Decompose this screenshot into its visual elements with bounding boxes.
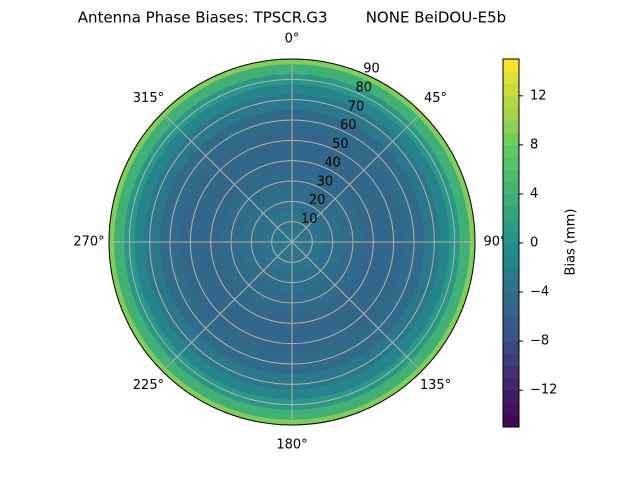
colorbar-band: [503, 414, 519, 428]
polar-frame: [108, 58, 476, 426]
angle-grid: [162, 241, 293, 372]
colorbar-label: Bias (mm): [564, 209, 579, 276]
colorbar-tick-label: −12: [530, 383, 557, 398]
colorbar-band: [503, 365, 519, 379]
colorbar-tick-label: −8: [530, 334, 549, 349]
colorbar-tick-label: 4: [530, 186, 538, 201]
colorbar-tick-label: 8: [530, 137, 538, 152]
colorbar-band: [503, 120, 519, 134]
colorbar-band: [503, 59, 519, 72]
radial-tick-label: 40: [324, 156, 341, 171]
colorbar-band: [503, 316, 519, 330]
angle-grid: [291, 241, 422, 372]
angle-tick-label: 225°: [133, 378, 164, 393]
colorbar-band: [503, 292, 519, 305]
radial-tick-label: 70: [348, 99, 365, 114]
colorbar-band: [503, 390, 519, 403]
colorbar-band: [503, 71, 519, 85]
colorbar-band: [503, 206, 519, 219]
angle-tick-label: 45°: [424, 91, 447, 106]
colorbar-band: [503, 193, 519, 207]
colorbar-band: [503, 328, 519, 342]
colorbar-band: [503, 144, 519, 158]
colorbar-band: [503, 402, 519, 416]
colorbar-tick-label: −4: [530, 285, 549, 300]
colorbar-band: [503, 169, 519, 183]
colorbar-band: [503, 132, 519, 146]
chart-title: Antenna Phase Biases: TPSCR.G3 NONE BeiD…: [78, 9, 506, 27]
radial-tick-label: 50: [332, 137, 349, 152]
colorbar-band: [503, 255, 519, 269]
colorbar-band: [503, 267, 519, 281]
colorbar-band: [503, 243, 519, 256]
angle-tick-label: 0°: [285, 32, 300, 47]
colorbar-band: [503, 279, 519, 293]
radial-tick-label: 90: [363, 62, 380, 77]
angle-tick-label: 90°: [483, 235, 506, 250]
angle-tick-label: 315°: [133, 91, 164, 106]
colorbar-tick-label: 0: [530, 236, 538, 251]
colorbar-band: [503, 230, 519, 244]
radial-tick-label: 20: [309, 193, 326, 208]
angle-tick-label: 135°: [420, 378, 451, 393]
colorbar-band: [503, 304, 519, 318]
colorbar-band: [503, 108, 519, 121]
colorbar-band: [503, 157, 519, 170]
radial-tick-label: 30: [317, 174, 334, 189]
colorbar-band: [503, 83, 519, 97]
colorbar-band: [503, 377, 519, 391]
radial-tick-label: 80: [356, 81, 373, 96]
colorbar-band: [503, 218, 519, 232]
colorbar-band: [503, 181, 519, 195]
colorbar-band: [503, 353, 519, 367]
colorbar-band: [503, 95, 519, 109]
angle-tick-label: 270°: [73, 235, 104, 250]
colorbar-band: [503, 341, 519, 354]
radial-tick-label: 10: [301, 212, 318, 227]
colorbar-tick-label: 12: [530, 88, 547, 103]
radial-tick-label: 60: [340, 118, 357, 133]
angle-grid: [291, 112, 422, 243]
angle-grid: [162, 112, 293, 243]
angle-tick-label: 180°: [276, 438, 307, 453]
